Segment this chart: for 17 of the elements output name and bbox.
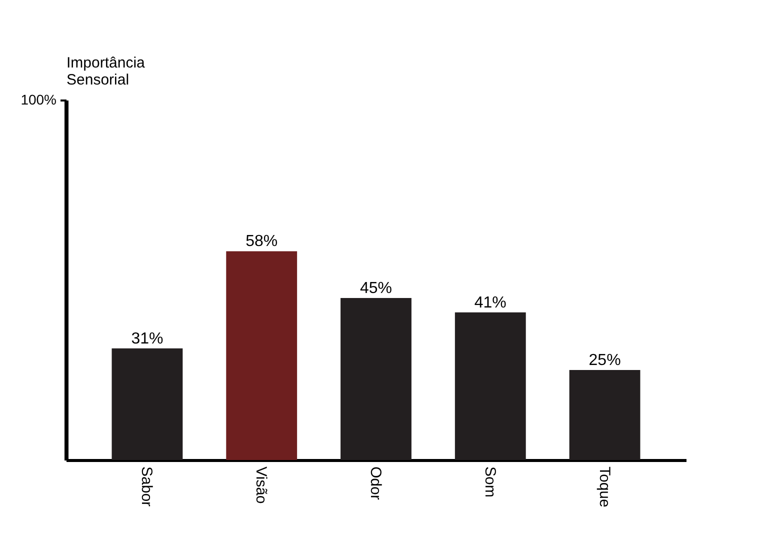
- data-label: 25%: [588, 352, 621, 369]
- data-label: 45%: [360, 280, 392, 297]
- bar: [454, 312, 526, 460]
- x-tick-label: Odor: [367, 466, 384, 500]
- bar: [340, 298, 412, 460]
- bar: [226, 251, 298, 460]
- bar: [569, 370, 640, 460]
- y-tick-label: 100%: [20, 92, 56, 108]
- x-tick-label: Sabor: [138, 466, 156, 507]
- x-tick-label: Som: [481, 466, 498, 498]
- x-tick-label: Toque: [596, 466, 613, 508]
- bar: [112, 348, 183, 460]
- data-label: 31%: [131, 330, 164, 348]
- data-label: 58%: [246, 233, 278, 250]
- y-axis-title: Importância Sensorial: [66, 54, 146, 88]
- x-tick-label: Visão: [252, 466, 270, 504]
- data-label: 41%: [474, 294, 506, 312]
